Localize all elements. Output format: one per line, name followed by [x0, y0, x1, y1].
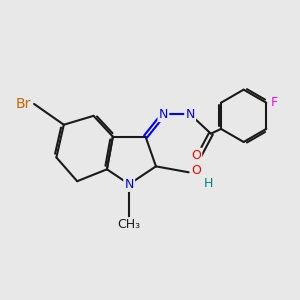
Text: H: H [203, 177, 213, 190]
Text: O: O [191, 149, 201, 162]
Text: CH₃: CH₃ [118, 218, 141, 231]
Text: N: N [124, 178, 134, 191]
Text: O: O [192, 164, 202, 177]
Text: Br: Br [16, 97, 31, 111]
Text: F: F [271, 96, 278, 109]
Text: N: N [185, 108, 195, 121]
Text: N: N [159, 108, 168, 121]
